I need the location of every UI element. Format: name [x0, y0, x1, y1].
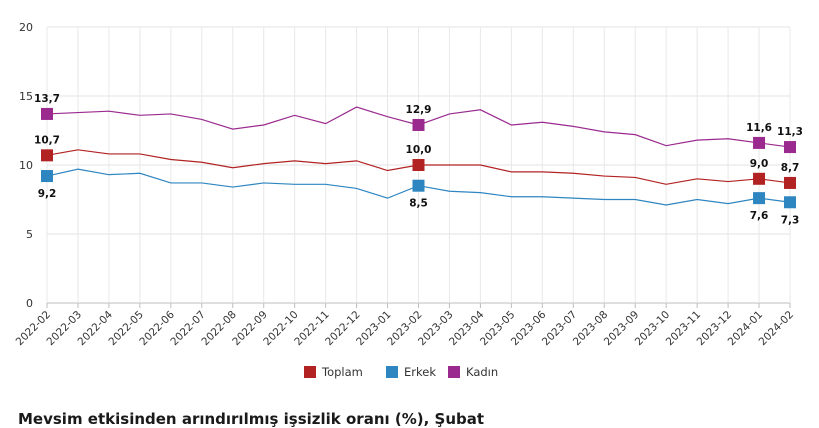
data-label: 9,2 — [38, 188, 57, 200]
data-marker — [784, 196, 796, 209]
y-tick-label: 20 — [19, 21, 33, 34]
legend: Toplam Erkek Kadın — [304, 365, 498, 379]
y-tick-label: 10 — [19, 159, 33, 172]
legend-item-kadın[interactable]: Kadın — [448, 365, 498, 379]
legend-swatch — [448, 366, 460, 378]
data-marker — [412, 179, 425, 192]
legend-item-erkek[interactable]: Erkek — [386, 365, 436, 379]
data-marker — [41, 170, 53, 183]
data-label: 7,6 — [750, 210, 769, 222]
data-label: 8,7 — [781, 162, 800, 174]
legend-label: Kadın — [466, 365, 498, 379]
data-marker — [412, 159, 425, 171]
data-label: 11,6 — [746, 122, 772, 134]
line-chart: 051015202022-022022-032022-042022-052022… — [14, 21, 803, 379]
data-markers — [41, 107, 796, 209]
data-label: 10,0 — [406, 144, 432, 156]
data-label: 7,3 — [781, 214, 800, 226]
data-label: 9,0 — [750, 158, 769, 170]
data-marker — [784, 176, 796, 189]
data-marker — [753, 172, 766, 185]
data-label: 10,7 — [34, 134, 60, 146]
data-marker — [753, 136, 766, 149]
y-tick-label: 0 — [26, 297, 33, 310]
axes: 051015202022-022022-032022-042022-052022… — [14, 21, 797, 348]
legend-swatch — [386, 366, 398, 378]
data-marker — [41, 149, 53, 162]
data-labels: 10,7 10,0 9,0 8,7 9,2 8,5 7,6 7,3 13,7 12,9 11,6 11… — [34, 93, 803, 226]
data-marker — [753, 192, 766, 205]
data-marker — [412, 118, 425, 131]
legend-label: Erkek — [404, 365, 436, 379]
y-tick-label: 5 — [26, 228, 33, 241]
data-marker — [41, 107, 53, 120]
y-tick-label: 15 — [19, 90, 33, 103]
data-label: 13,7 — [34, 93, 60, 105]
footer-caption: Mevsim etkisinden arındırılmış işsizlik … — [18, 410, 485, 428]
legend-item-toplam[interactable]: Toplam — [304, 365, 363, 379]
legend-swatch — [304, 366, 316, 378]
data-label: 8,5 — [409, 198, 428, 210]
data-marker — [784, 141, 796, 154]
legend-label: Toplam — [321, 365, 363, 379]
data-label: 11,3 — [777, 126, 803, 138]
data-label: 12,9 — [406, 104, 432, 116]
